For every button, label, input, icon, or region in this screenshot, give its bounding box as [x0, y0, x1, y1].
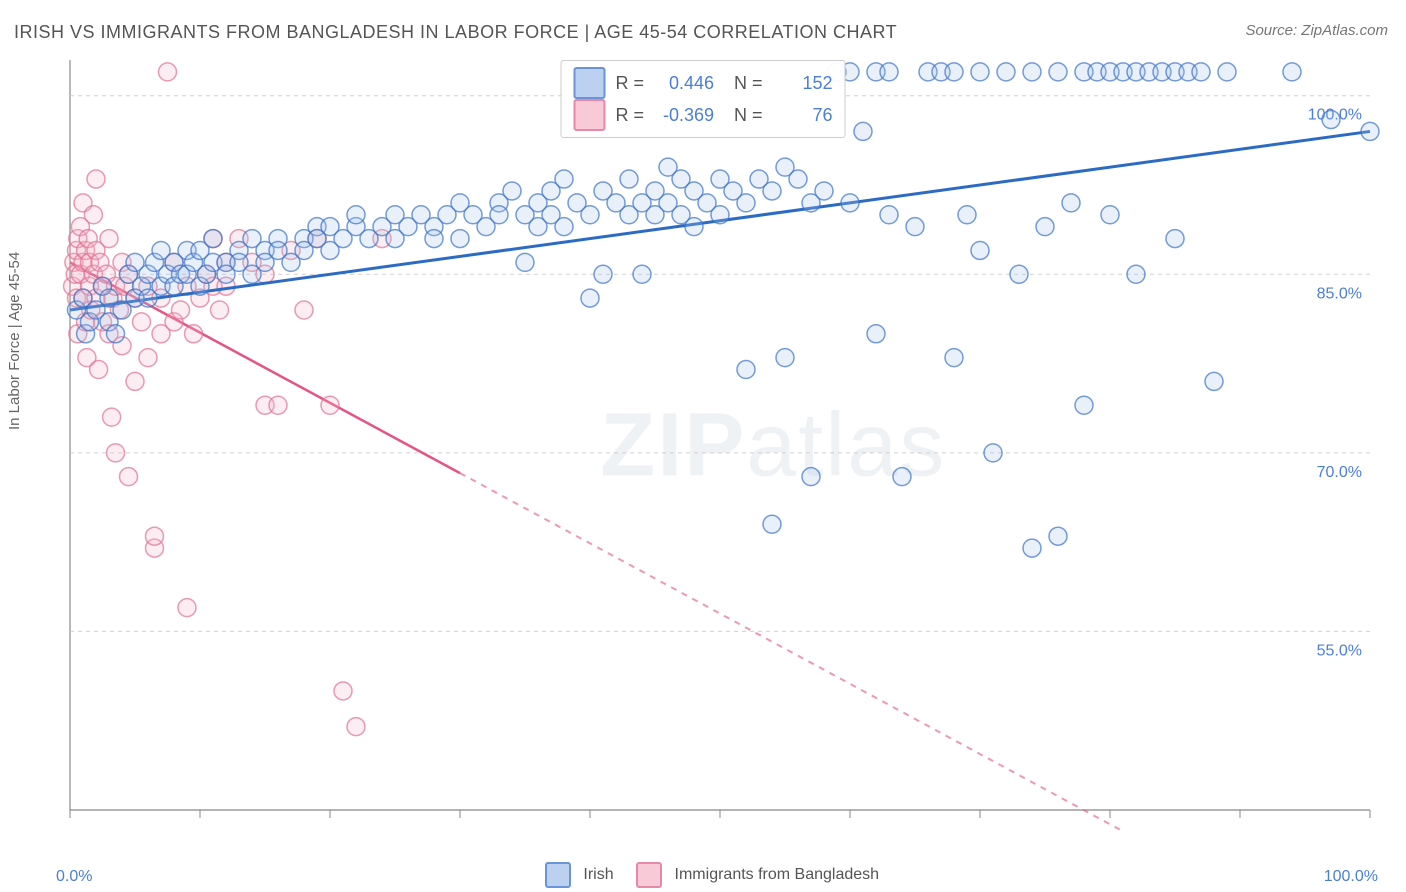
legend-row-irish: R = 0.446 N = 152	[573, 67, 832, 99]
legend-swatch-bangladesh	[636, 862, 662, 888]
svg-text:85.0%: 85.0%	[1317, 285, 1362, 302]
correlation-legend: R = 0.446 N = 152 R = -0.369 N = 76	[560, 60, 845, 138]
chart-title: IRISH VS IMMIGRANTS FROM BANGLADESH IN L…	[14, 22, 897, 43]
legend-row-bangladesh: R = -0.369 N = 76	[573, 99, 832, 131]
svg-text:55.0%: 55.0%	[1317, 642, 1362, 659]
source-label: Source: ZipAtlas.com	[1245, 22, 1388, 39]
legend-swatch-irish	[545, 862, 571, 888]
r-value-irish: 0.446	[654, 73, 714, 94]
swatch-irish	[573, 67, 605, 99]
r-value-bangladesh: -0.369	[654, 105, 714, 126]
swatch-bangladesh	[573, 99, 605, 131]
legend-label-bangladesh: Immigrants from Bangladesh	[675, 866, 880, 883]
legend-label-irish: Irish	[583, 866, 613, 883]
series-legend: Irish Immigrants from Bangladesh	[0, 862, 1406, 888]
svg-text:70.0%: 70.0%	[1317, 464, 1362, 481]
n-value-bangladesh: 76	[773, 105, 833, 126]
n-value-irish: 152	[773, 73, 833, 94]
y-axis-label: In Labor Force | Age 45-54	[6, 252, 23, 430]
scatter-chart: 55.0%70.0%85.0%100.0%	[50, 50, 1390, 830]
